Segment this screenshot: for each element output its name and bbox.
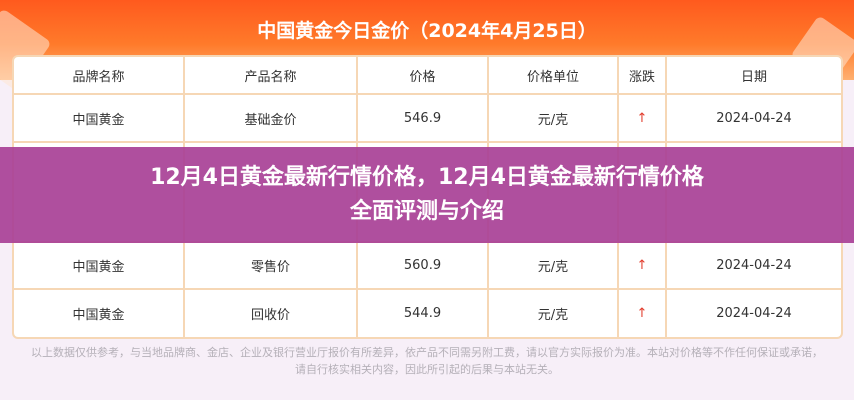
article-title-line1: 12月4日黄金最新行情价格，12月4日黄金最新行情价格 — [150, 165, 704, 190]
table-header: 品牌名称 产品名称 价格 价格单位 涨跌 日期 — [14, 57, 841, 95]
unit-cell: 元/克 — [489, 290, 619, 337]
up-arrow-icon: ↑ — [619, 290, 667, 337]
brand-cell: 中国黄金 — [14, 243, 185, 288]
up-arrow-icon: ↑ — [619, 95, 667, 141]
unit-cell: 元/克 — [489, 243, 619, 288]
header-cell: 涨跌 — [619, 57, 667, 93]
product-cell: 零售价 — [185, 243, 358, 288]
header-cell: 品牌名称 — [14, 57, 185, 93]
price-cell: 546.9 — [358, 95, 489, 141]
date-cell: 2024-04-24 — [716, 110, 792, 126]
banner-title: 中国黄金今日金价（2024年4月25日） — [257, 20, 597, 42]
price-cell: 544.9 — [358, 290, 489, 337]
header-cell: 价格 — [358, 57, 489, 93]
brand-cell: 中国黄金 — [14, 290, 185, 337]
table-row: 中国黄金 零售价 560.9 元/克 ↑ 2024-04-24 — [14, 243, 841, 290]
article-title-overlay[interactable]: 12月4日黄金最新行情价格，12月4日黄金最新行情价格 全面评测与介绍 — [0, 147, 854, 243]
table-row: 中国黄金 回收价 544.9 元/克 ↑ 2024-04-24 — [14, 290, 841, 337]
article-title-line2: 全面评测与介绍 — [349, 199, 504, 224]
brand-cell: 中国黄金 — [14, 95, 185, 141]
header-cell: 日期 — [740, 69, 767, 85]
product-cell: 基础金价 — [185, 95, 358, 141]
disclaimer: 以上数据仅供参考，与当地品牌商、金店、企业及银行营业厅报价有所差异，依产品不同需… — [31, 346, 823, 376]
header-cell: 价格单位 — [489, 57, 619, 93]
table-row: 中国黄金 基础金价 546.9 元/克 ↑ 2024-04-24 — [14, 95, 841, 143]
product-cell: 回收价 — [185, 290, 358, 337]
unit-cell: 元/克 — [489, 95, 619, 141]
price-cell: 560.9 — [358, 243, 489, 288]
date-cell: 2024-04-24 — [716, 306, 792, 321]
up-arrow-icon: ↑ — [619, 243, 667, 288]
date-cell: 2024-04-24 — [716, 258, 792, 273]
header-cell: 产品名称 — [185, 57, 358, 93]
